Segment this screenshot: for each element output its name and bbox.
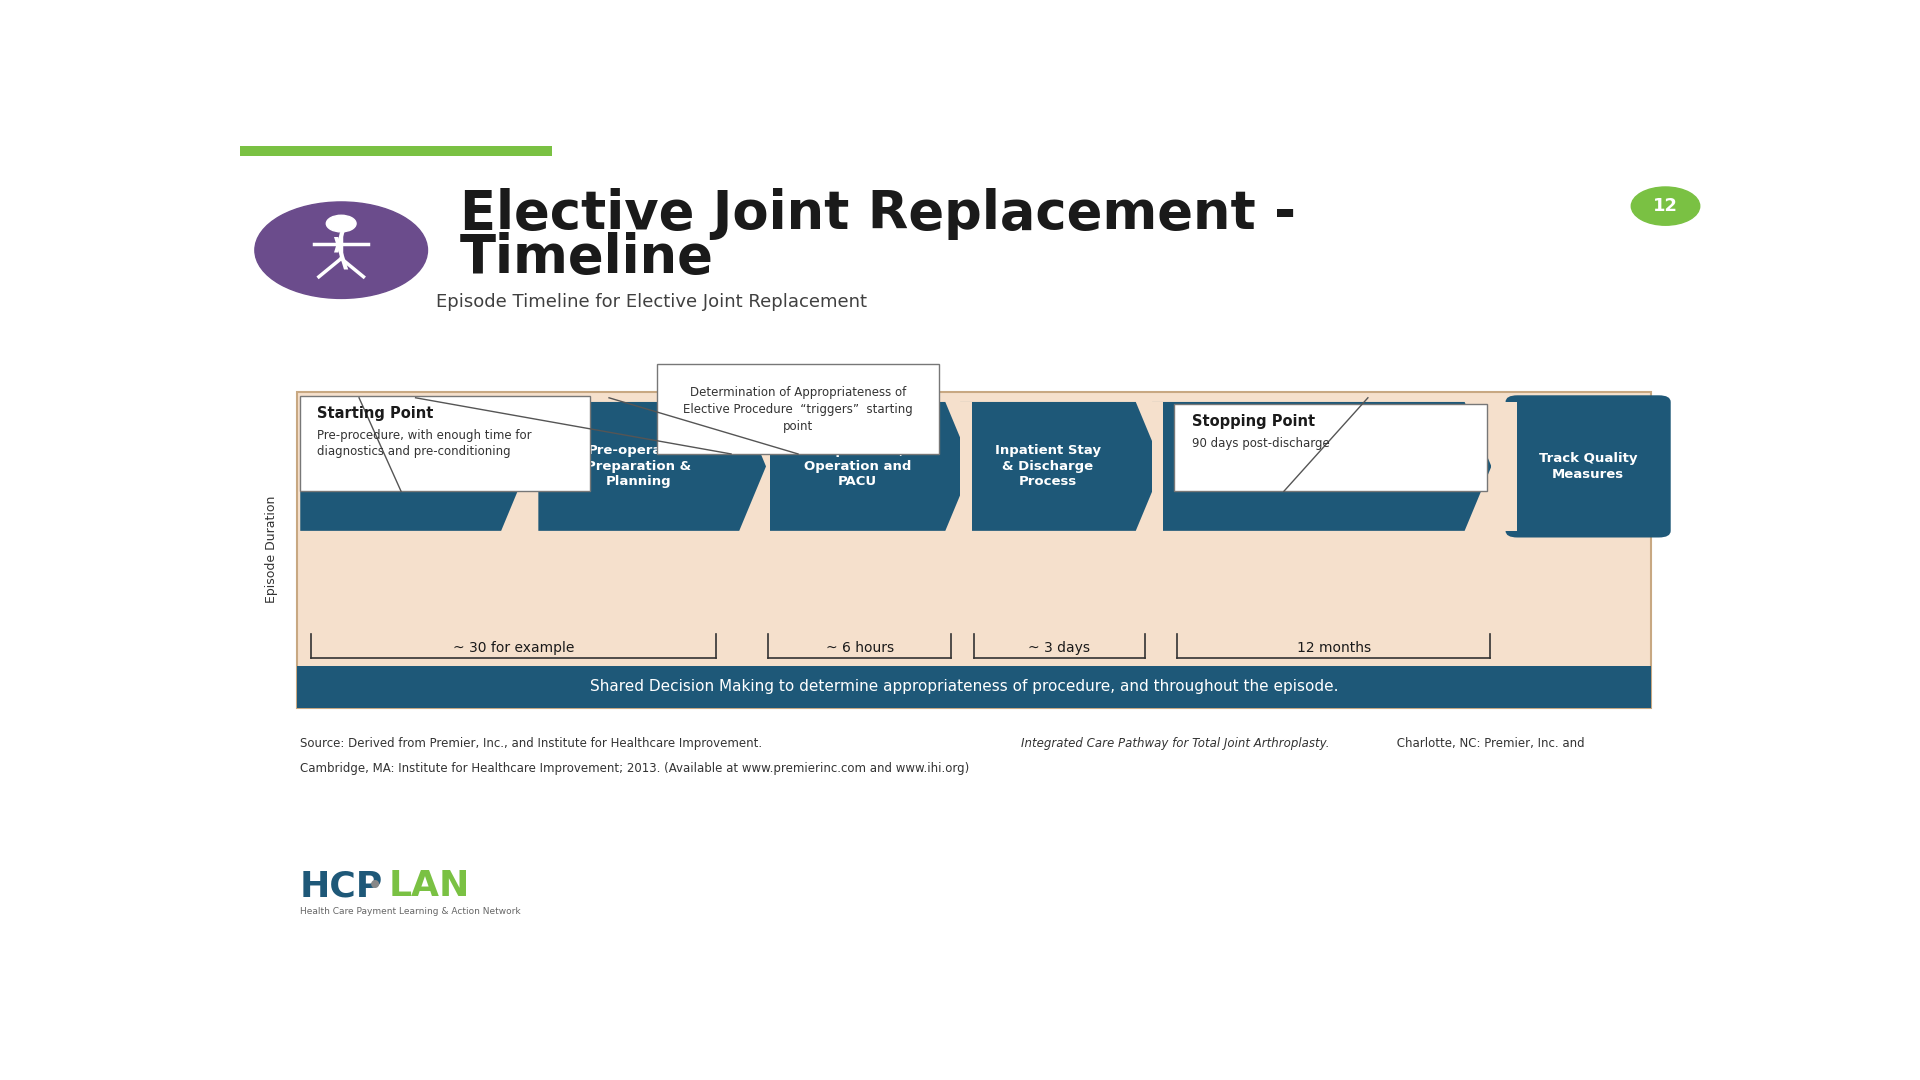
Text: Preparation,
Operation and
PACU: Preparation, Operation and PACU bbox=[804, 444, 912, 488]
Polygon shape bbox=[1152, 402, 1492, 531]
Text: Starting Point: Starting Point bbox=[317, 406, 434, 421]
Polygon shape bbox=[960, 402, 972, 531]
Text: HCP: HCP bbox=[300, 869, 382, 903]
Text: Shared Decision Making to determine appropriateness of procedure, and throughout: Shared Decision Making to determine appr… bbox=[591, 679, 1338, 694]
Text: Pre-operative
Preparation &
Planning: Pre-operative Preparation & Planning bbox=[586, 444, 691, 488]
FancyBboxPatch shape bbox=[1505, 395, 1670, 538]
Text: 12 months: 12 months bbox=[1296, 642, 1371, 656]
Text: Timeline: Timeline bbox=[461, 232, 714, 284]
Polygon shape bbox=[766, 402, 770, 531]
Text: Health Care Payment Learning & Action Network: Health Care Payment Learning & Action Ne… bbox=[300, 907, 520, 916]
Text: \: \ bbox=[334, 235, 348, 273]
Bar bbox=[240, 146, 553, 157]
Text: Cambridge, MA: Institute for Healthcare Improvement; 2013. (Available at www.pre: Cambridge, MA: Institute for Healthcare … bbox=[300, 761, 970, 774]
Text: Stopping Point: Stopping Point bbox=[1192, 414, 1315, 429]
Text: Inpatient Stay
& Discharge
Process: Inpatient Stay & Discharge Process bbox=[995, 444, 1100, 488]
Text: Source: Derived from Premier, Inc., and Institute for Healthcare Improvement.: Source: Derived from Premier, Inc., and … bbox=[300, 737, 766, 750]
Text: /: / bbox=[334, 219, 348, 257]
Bar bbox=[296, 392, 1651, 707]
Text: Elective Joint Replacement -: Elective Joint Replacement - bbox=[461, 188, 1296, 241]
Circle shape bbox=[1632, 187, 1699, 226]
Polygon shape bbox=[770, 402, 972, 531]
Bar bbox=[1175, 404, 1486, 491]
Polygon shape bbox=[528, 402, 538, 531]
Bar bbox=[657, 364, 939, 454]
Text: Integrated Care Pathway for Total Joint Arthroplasty.: Integrated Care Pathway for Total Joint … bbox=[1021, 737, 1331, 750]
Text: Track Quality
Measures: Track Quality Measures bbox=[1538, 453, 1638, 481]
Text: Determination of Appropriateness of
Elective Procedure  “triggers”  starting
poi: Determination of Appropriateness of Elec… bbox=[684, 386, 912, 432]
Polygon shape bbox=[538, 402, 766, 531]
Text: •: • bbox=[367, 873, 382, 901]
Bar bbox=[296, 666, 1651, 707]
Text: Pre-procedure, with enough time for
diagnostics and pre-conditioning: Pre-procedure, with enough time for diag… bbox=[317, 429, 532, 458]
Polygon shape bbox=[1152, 402, 1164, 531]
Circle shape bbox=[326, 215, 355, 232]
Polygon shape bbox=[300, 402, 528, 531]
Text: Charlotte, NC: Premier, Inc. and: Charlotte, NC: Premier, Inc. and bbox=[1394, 737, 1584, 750]
Polygon shape bbox=[1492, 402, 1517, 531]
Text: ~ 6 hours: ~ 6 hours bbox=[826, 642, 895, 656]
Text: Post-discharge
Rehabilitation & Follow-up
Care: Post-discharge Rehabilitation & Follow-u… bbox=[1208, 444, 1407, 488]
Text: Pre-operative
Surgical Visit: Pre-operative Surgical Visit bbox=[349, 453, 451, 481]
Text: Episode Duration: Episode Duration bbox=[265, 496, 278, 604]
Text: 12: 12 bbox=[1653, 198, 1678, 215]
Text: Episode Timeline for Elective Joint Replacement: Episode Timeline for Elective Joint Repl… bbox=[436, 293, 868, 311]
Text: 90 days post-discharge: 90 days post-discharge bbox=[1192, 437, 1331, 450]
Circle shape bbox=[255, 202, 428, 298]
Text: ~ 30 for example: ~ 30 for example bbox=[453, 642, 574, 656]
Bar bbox=[300, 395, 589, 491]
Text: LAN: LAN bbox=[388, 869, 470, 903]
Text: ~ 3 days: ~ 3 days bbox=[1027, 642, 1091, 656]
Polygon shape bbox=[960, 402, 1164, 531]
